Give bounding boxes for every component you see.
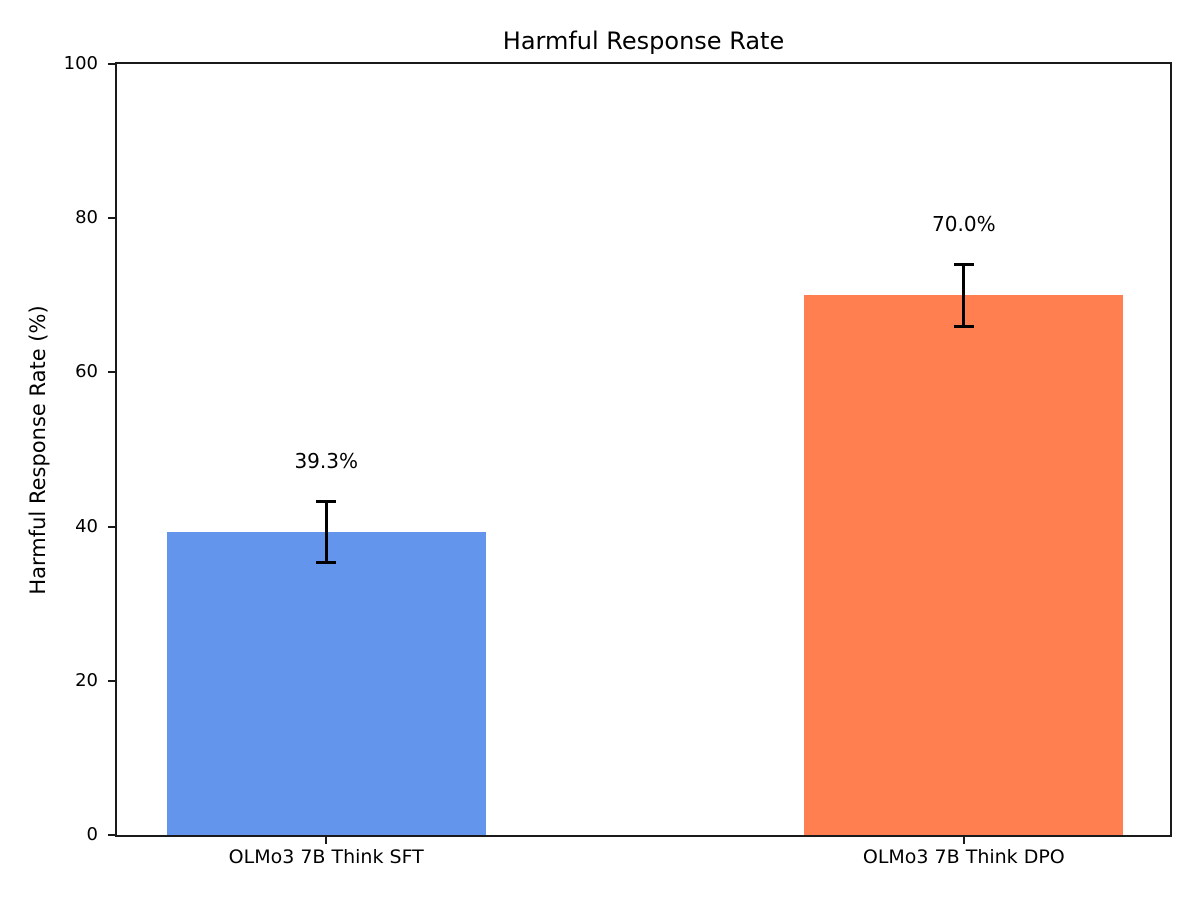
y-axis-tick <box>108 371 115 374</box>
chart-title: Harmful Response Rate <box>502 27 785 55</box>
y-axis-tick-label: 60 <box>75 361 98 383</box>
y-axis-tick <box>108 834 115 836</box>
error-bar-cap-top <box>316 499 337 503</box>
bar-olmo3-7b-think-sft <box>166 532 486 835</box>
y-axis-label: Harmful Response Rate (%) <box>26 304 50 595</box>
bar-value-label: 39.3% <box>294 449 358 474</box>
x-axis-tick-label: OLMo3 7B Think SFT <box>228 846 424 868</box>
bar-olmo3-7b-think-dpo <box>804 295 1124 835</box>
error-bar-cap-bottom <box>953 324 974 328</box>
y-axis-tick-label: 0 <box>86 824 98 845</box>
error-bar-cap-top <box>953 262 974 266</box>
y-axis-tick <box>108 217 115 220</box>
y-axis-tick <box>108 525 115 528</box>
error-bar-olmo3-7b-think-dpo <box>962 264 966 327</box>
y-axis-tick-label: 40 <box>75 515 98 537</box>
x-axis-tick-label: OLMo3 7B Think DPO <box>862 846 1065 868</box>
y-axis-tick <box>108 679 115 682</box>
error-bar-olmo3-7b-think-sft <box>324 501 328 563</box>
y-axis-tick-label: 20 <box>75 669 98 691</box>
plot-area: 39.3% 70.0% <box>115 62 1172 837</box>
error-bar-cap-bottom <box>316 561 337 565</box>
x-axis-tick <box>962 837 965 844</box>
y-axis-tick-label: 80 <box>75 207 98 229</box>
x-axis-tick <box>325 837 328 844</box>
y-axis-tick-label: 100 <box>63 53 98 74</box>
y-axis-tick <box>108 63 115 65</box>
bar-value-label: 70.0% <box>932 212 996 237</box>
